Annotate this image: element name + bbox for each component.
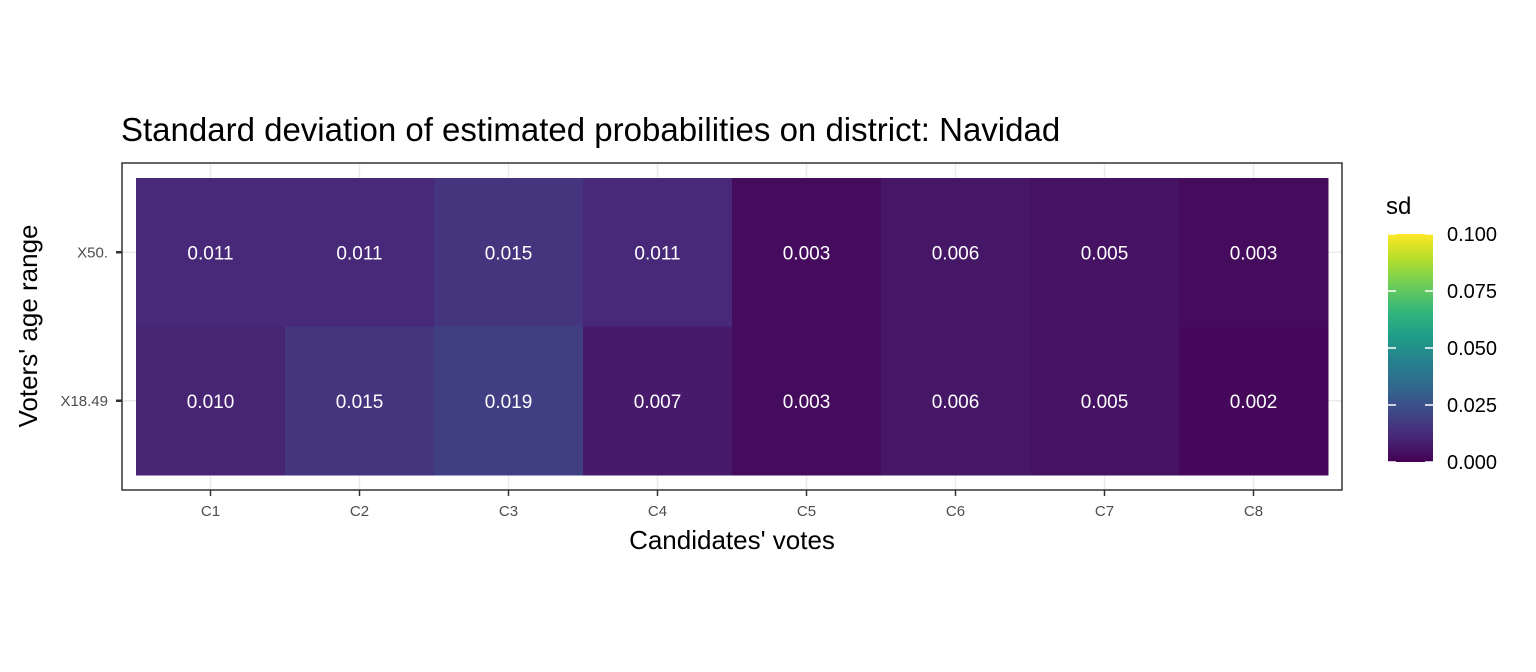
cell-value-label: 0.011 [634,243,680,264]
heatmap-cell-X18.49-C3 [434,326,584,476]
heatmap-cell-X18.49-C4 [583,326,733,476]
x-tick-label: C2 [350,503,369,520]
heatmap-cell-X50.-C4 [583,178,733,327]
x-tick-label: C3 [499,503,518,520]
heatmap-cell-labels: 0.011 0.011 0.015 0.011 0.003 0.006 0.005 0.003… [187,243,1278,413]
y-tick-label: X18.49 [60,393,108,410]
cell-value-label: 0.011 [336,243,382,264]
plot-panel: 0.011 0.011 0.015 0.011 0.003 0.006 0.005 0.003… [121,162,1343,491]
cell-value-label: 0.003 [1230,243,1278,264]
cell-value-label: 0.005 [1081,392,1129,413]
cell-value-label: 0.003 [783,243,831,264]
cell-value-label: 0.011 [187,243,233,264]
cell-value-label: 0.015 [485,243,533,264]
x-tick-label: C6 [946,503,965,520]
heatmap-cell-X50.-C8 [1179,178,1329,327]
x-tick-label: C7 [1095,503,1114,520]
x-axis-title: Candidates' votes [629,525,835,555]
cell-value-label: 0.010 [187,392,235,413]
legend-title: sd [1386,193,1411,220]
y-tick-label: X50. [77,244,108,261]
cell-value-label: 0.005 [1081,243,1129,264]
x-tick-label: C4 [648,503,667,520]
x-tick-label: C1 [201,503,220,520]
heatmap-cell-X50.-C2 [285,178,435,327]
heatmap-cell-X18.49-C5 [732,326,882,476]
cell-value-label: 0.006 [932,243,980,264]
x-tick-label: C5 [797,503,816,520]
cell-value-label: 0.019 [485,392,533,413]
legend-tick-label: 0.100 [1447,224,1497,246]
heatmap-cell-X50.-C5 [732,178,882,327]
heatmap-cell-X50.-C1 [136,178,286,327]
cell-value-label: 0.003 [783,392,831,413]
legend-ticks: 0.100 0.075 0.050 0.025 0.000 [1388,224,1497,474]
x-tick-label: C8 [1244,503,1263,520]
y-axis-title: Voters' age range [13,225,43,428]
y-axis: X50. X18.49 [60,244,122,410]
heatmap-cell-X50.-C3 [434,178,584,327]
legend-tick-label: 0.025 [1447,395,1497,417]
heatmap-cell-X18.49-C7 [1030,326,1180,476]
cell-value-label: 0.002 [1230,392,1278,413]
heatmap-cell-X50.-C7 [1030,178,1180,327]
heatmap-cell-X18.49-C6 [881,326,1031,476]
panel-border [121,162,1343,491]
cell-value-label: 0.007 [634,392,682,413]
heatmap-cell-X18.49-C1 [136,326,286,476]
legend: sd 0.100 0.075 0.050 0.025 0.000 [1386,193,1497,474]
cell-value-label: 0.006 [932,392,980,413]
heatmap-cell-X18.49-C2 [285,326,435,476]
x-axis: C1 C2 C3 C4 C5 C6 C7 C8 [201,490,1263,520]
legend-tick-label: 0.075 [1447,281,1497,303]
heatmap-cell-X18.49-C8 [1179,326,1329,476]
chart-title: Standard deviation of estimated probabil… [121,111,1060,148]
heatmap-cell-X50.-C6 [881,178,1031,327]
legend-tick-label: 0.000 [1447,452,1497,474]
legend-tick-label: 0.050 [1447,338,1497,360]
heatmap-cells [136,178,1329,476]
cell-value-label: 0.015 [336,392,384,413]
